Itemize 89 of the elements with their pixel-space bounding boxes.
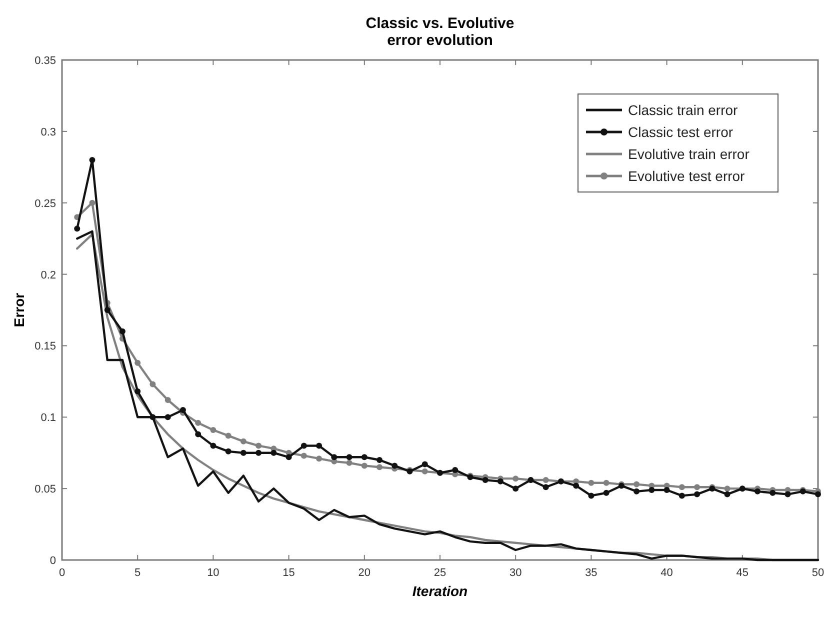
legend-label: Evolutive test error: [628, 168, 746, 184]
point: [240, 438, 246, 444]
point: [104, 307, 110, 313]
point: [119, 328, 126, 334]
point: [603, 480, 610, 486]
point: [346, 460, 352, 466]
point: [240, 450, 246, 456]
y-tick-label: 0.3: [40, 126, 56, 138]
y-tick-label: 0.2: [40, 269, 56, 282]
chart-title: Classic vs. Evolutive error evolution: [366, 15, 514, 49]
point: [164, 397, 171, 403]
legend-label: Classic train error: [628, 102, 738, 118]
point: [634, 488, 640, 494]
point: [724, 491, 730, 498]
x-tick-label: 0: [58, 567, 66, 579]
x-tick-label: 30: [509, 567, 522, 579]
point: [784, 491, 791, 498]
point: [376, 464, 383, 470]
point: [542, 484, 549, 490]
point: [724, 486, 730, 492]
point: [150, 381, 156, 388]
point: [452, 467, 458, 473]
point: [512, 486, 519, 492]
point: [256, 450, 262, 456]
y-tick-label: 0.15: [34, 340, 56, 353]
point: [164, 414, 171, 420]
point: [316, 442, 322, 449]
point: [497, 478, 504, 484]
y-tick-label: 0.35: [34, 55, 56, 67]
point: [694, 491, 700, 498]
point: [392, 462, 398, 469]
point: [634, 481, 640, 488]
x-tick-label: 20: [358, 567, 371, 579]
point: [573, 482, 580, 489]
point: [603, 490, 610, 496]
x-tick-label: 10: [207, 567, 220, 579]
point: [256, 442, 262, 449]
point: [678, 484, 685, 490]
y-tick-label: 0: [50, 555, 56, 567]
x-axis-title: Iteration: [412, 583, 468, 599]
point: [770, 490, 776, 496]
point: [361, 454, 368, 460]
point: [270, 450, 277, 456]
point: [542, 477, 549, 483]
y-tick-label: 0.05: [34, 484, 56, 496]
point: [134, 388, 141, 394]
y-axis-title: Error: [11, 292, 27, 328]
y-tick-label: 0.25: [34, 198, 56, 210]
point: [195, 431, 202, 438]
x-tick-label: 45: [736, 567, 749, 579]
x-tick-label: 40: [660, 567, 673, 579]
x-tick-label: 5: [134, 567, 141, 579]
point: [210, 442, 216, 449]
point: [422, 468, 428, 474]
x-tick-label: 50: [812, 567, 824, 579]
point: [678, 492, 685, 499]
point: [300, 452, 307, 459]
point: [694, 484, 700, 490]
x-tick-label: 25: [434, 567, 446, 579]
point: [422, 461, 428, 468]
legend-label: Classic test error: [628, 124, 734, 140]
point: [89, 157, 96, 163]
point: [134, 360, 141, 366]
point: [74, 226, 80, 232]
point: [361, 462, 368, 469]
x-tick-label: 15: [282, 567, 295, 579]
x-tick-label: 35: [585, 567, 598, 579]
legend-label: Evolutive train error: [628, 146, 750, 162]
point: [195, 420, 202, 426]
point: [588, 492, 594, 499]
point: [664, 487, 670, 493]
point: [376, 457, 383, 463]
point: [316, 456, 322, 462]
point: [512, 476, 519, 482]
point: [300, 442, 307, 449]
point: [482, 477, 488, 483]
point: [225, 448, 232, 454]
point: [210, 427, 216, 433]
point: [225, 432, 232, 439]
point: [180, 407, 186, 413]
point: [754, 488, 761, 494]
y-tick-label: 0.1: [40, 412, 56, 424]
point: [346, 454, 352, 460]
point: [286, 454, 292, 460]
point: [89, 200, 96, 206]
point: [815, 491, 821, 498]
point: [588, 480, 594, 486]
point: [331, 454, 338, 460]
point: [648, 487, 655, 493]
